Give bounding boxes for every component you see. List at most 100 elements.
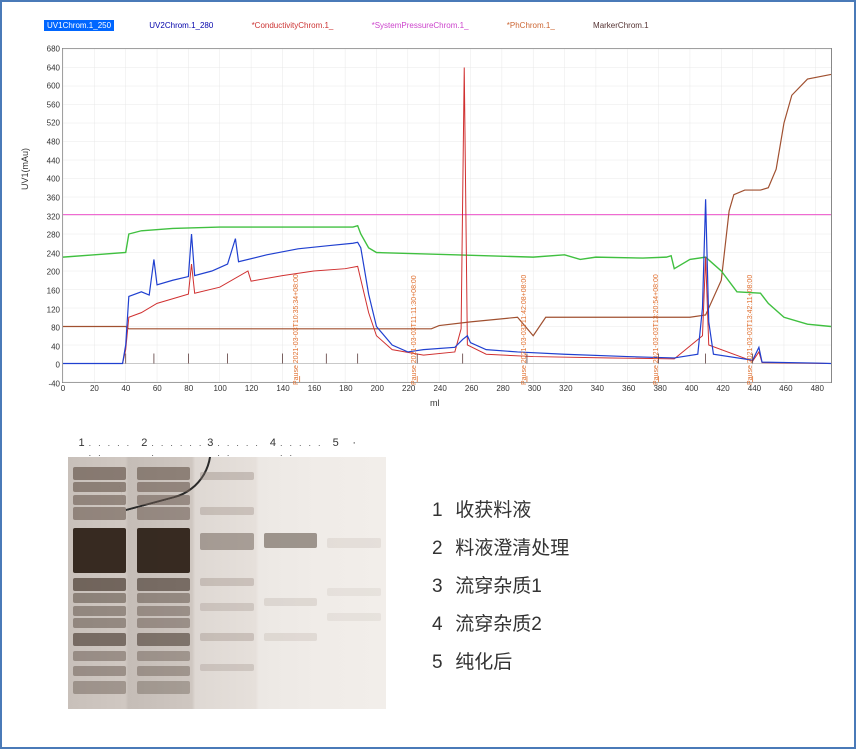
- x-tick-label: 360: [622, 382, 635, 393]
- x-tick-label: 280: [496, 382, 509, 393]
- y-tick-label: 520: [47, 119, 63, 128]
- gel-band: [73, 606, 126, 616]
- chromatogram-svg: [63, 49, 831, 382]
- y-axis-label: UV1(mAu): [20, 148, 30, 190]
- chromatogram-legend: UV1Chrom.1_250 UV2Chrom.1_280 *Conductiv…: [44, 20, 856, 34]
- y-tick-label: 80: [51, 324, 63, 333]
- legend-uv1: UV1Chrom.1_250: [44, 20, 114, 31]
- y-tick-label: 600: [47, 82, 63, 91]
- x-tick-label: 100: [213, 382, 226, 393]
- pause-marker-label: Pause 2021-03-03T11:42:08+08:00: [521, 275, 528, 385]
- gel-band: [137, 507, 190, 520]
- gel-lane-numbers: 1· · · · · · ·2· · · · · · ·3· · · · · ·…: [62, 437, 392, 455]
- y-tick-label: 0: [56, 361, 63, 370]
- gel-band: [137, 495, 190, 505]
- gel-band: [73, 495, 126, 505]
- gel-lane-number: 3: [207, 437, 213, 449]
- y-tick-label: 200: [47, 268, 63, 277]
- lane-legend-text: 纯化后: [450, 652, 512, 673]
- chromatogram-plot: -400408012016020024028032036040044048052…: [62, 48, 832, 383]
- gel-lane-number: 5: [333, 437, 339, 449]
- gel-band: [137, 618, 190, 628]
- gel-band: [73, 618, 126, 628]
- gel-lane: [68, 457, 132, 709]
- gel-band: [327, 613, 380, 621]
- x-tick-label: 140: [276, 382, 289, 393]
- gel-image: 1· · · · · · ·2· · · · · · ·3· · · · · ·…: [62, 437, 392, 717]
- gel-band: [200, 472, 253, 480]
- gel-band: [137, 467, 190, 480]
- gel-band: [73, 507, 126, 520]
- gel-band: [137, 666, 190, 676]
- x-tick-label: 40: [121, 382, 130, 393]
- lane-legend-number: 5: [432, 644, 450, 682]
- lane-legend-number: 4: [432, 606, 450, 644]
- gel-band: [73, 482, 126, 492]
- x-tick-label: 480: [811, 382, 824, 393]
- gel-band: [264, 633, 317, 641]
- gel-band: [137, 681, 190, 694]
- y-tick-label: 640: [47, 63, 63, 72]
- lane-legend-text: 料液澄清处理: [450, 538, 569, 559]
- x-tick-label: 300: [528, 382, 541, 393]
- x-tick-label: 120: [245, 382, 258, 393]
- gel-band: [200, 507, 253, 515]
- gel-lane-number: 4: [270, 437, 276, 449]
- gel-band: [137, 482, 190, 492]
- gel-band: [200, 633, 253, 641]
- lane-legend-text: 流穿杂质1: [450, 576, 542, 597]
- y-tick-label: 360: [47, 193, 63, 202]
- gel-band: [73, 681, 126, 694]
- gel-band: [200, 578, 253, 586]
- lane-legend-item: 2 料液澄清处理: [432, 530, 569, 568]
- gel-band: [200, 603, 253, 611]
- x-tick-label: 0: [61, 382, 65, 393]
- lane-legend-item: 3 流穿杂质1: [432, 568, 569, 606]
- gel-band: [73, 578, 126, 591]
- gel-lane-number: 2: [141, 437, 147, 449]
- pause-marker-label: Pause 2021-03-03T10:35:34+08:00: [293, 274, 300, 385]
- gel-lane-number: 1: [79, 437, 85, 449]
- lane-legend-text: 收获料液: [450, 500, 531, 521]
- x-tick-label: 320: [559, 382, 572, 393]
- lane-legend-number: 3: [432, 568, 450, 606]
- y-tick-label: 160: [47, 286, 63, 295]
- gel-band: [327, 538, 380, 548]
- lane-legend-item: 5 纯化后: [432, 644, 569, 682]
- x-tick-label: 80: [184, 382, 193, 393]
- lane-legend-list: 1 收获料液2 料液澄清处理3 流穿杂质14 流穿杂质25 纯化后: [432, 492, 569, 682]
- gel-lane: [132, 457, 196, 709]
- x-tick-label: 160: [308, 382, 321, 393]
- x-tick-label: 180: [339, 382, 352, 393]
- lower-section: 1· · · · · · ·2· · · · · · ·3· · · · · ·…: [62, 437, 802, 727]
- lane-legend-number: 1: [432, 492, 450, 530]
- gel-band: [73, 633, 126, 646]
- lane-legend-text: 流穿杂质2: [450, 614, 542, 635]
- y-tick-label: 240: [47, 249, 63, 258]
- gel-band: [137, 578, 190, 591]
- gel-band: [137, 651, 190, 661]
- x-tick-label: 60: [153, 382, 162, 393]
- chromatogram: UV1Chrom.1_250 UV2Chrom.1_280 *Conductiv…: [20, 20, 840, 410]
- x-tick-label: 420: [716, 382, 729, 393]
- y-tick-label: 680: [47, 45, 63, 54]
- y-tick-label: 480: [47, 138, 63, 147]
- lane-legend-item: 4 流穿杂质2: [432, 606, 569, 644]
- lane-legend-item: 1 收获料液: [432, 492, 569, 530]
- gel-band: [73, 666, 126, 676]
- gel-band: [73, 651, 126, 661]
- gel-band: [137, 593, 190, 603]
- x-tick-label: 240: [433, 382, 446, 393]
- y-tick-label: 40: [51, 342, 63, 351]
- y-tick-label: 280: [47, 231, 63, 240]
- x-axis-label: ml: [430, 398, 440, 408]
- gel-band: [137, 528, 190, 573]
- x-tick-label: 400: [685, 382, 698, 393]
- y-tick-label: 120: [47, 305, 63, 314]
- gel-lane: [259, 457, 323, 709]
- lane-legend-number: 2: [432, 530, 450, 568]
- gel-body: [68, 457, 386, 709]
- pause-marker-label: Pause 2021-03-03T13:20:54+08:00: [653, 274, 660, 385]
- gel-band: [73, 467, 126, 480]
- y-tick-label: 320: [47, 212, 63, 221]
